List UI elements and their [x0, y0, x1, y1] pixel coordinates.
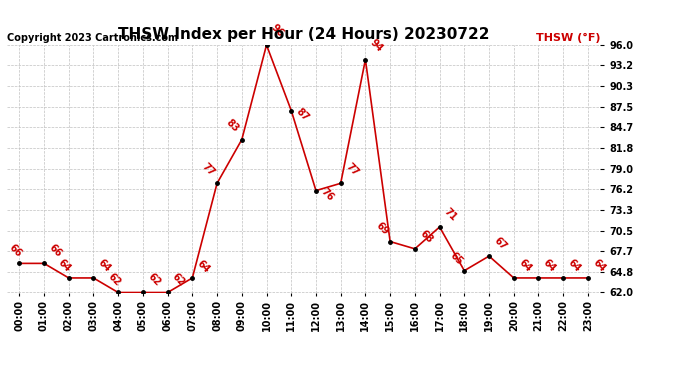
Text: 66: 66 — [7, 243, 23, 259]
Text: 62: 62 — [170, 272, 187, 288]
Text: 71: 71 — [442, 206, 459, 223]
Text: 67: 67 — [492, 236, 509, 252]
Text: 77: 77 — [344, 161, 360, 178]
Text: 64: 64 — [96, 257, 113, 274]
Text: 87: 87 — [294, 106, 310, 123]
Title: THSW Index per Hour (24 Hours) 20230722: THSW Index per Hour (24 Hours) 20230722 — [118, 27, 489, 42]
Text: 69: 69 — [373, 221, 390, 237]
Text: 94: 94 — [368, 38, 385, 54]
Text: Copyright 2023 Cartronics.com: Copyright 2023 Cartronics.com — [7, 33, 178, 42]
Text: 64: 64 — [566, 257, 582, 274]
Text: 64: 64 — [56, 257, 73, 274]
Text: 62: 62 — [146, 272, 162, 288]
Text: 64: 64 — [517, 257, 533, 274]
Text: THSW (°F): THSW (°F) — [536, 33, 600, 42]
Text: 66: 66 — [47, 243, 63, 259]
Text: 96: 96 — [269, 23, 286, 39]
Text: 83: 83 — [224, 117, 240, 134]
Text: 64: 64 — [591, 257, 607, 274]
Text: 76: 76 — [319, 186, 335, 203]
Text: 64: 64 — [541, 257, 558, 274]
Text: 77: 77 — [200, 161, 217, 178]
Text: 68: 68 — [417, 228, 434, 244]
Text: 65: 65 — [448, 250, 464, 267]
Text: 62: 62 — [106, 272, 122, 288]
Text: 64: 64 — [195, 258, 212, 275]
